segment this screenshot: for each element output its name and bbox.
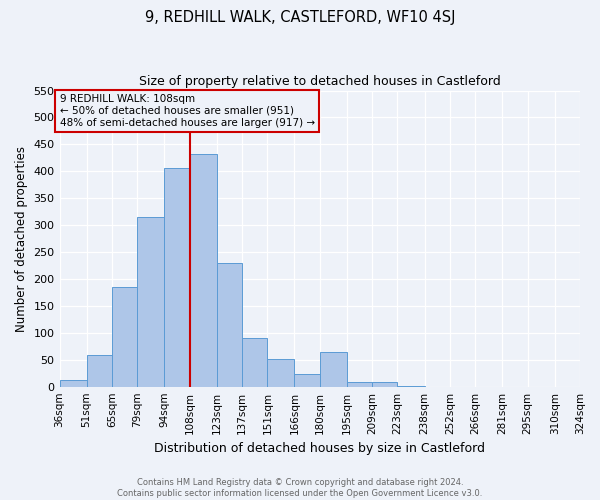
Bar bbox=[190, 154, 217, 386]
Bar bbox=[217, 263, 242, 386]
Bar bbox=[268, 358, 295, 386]
Text: Contains HM Land Registry data © Crown copyright and database right 2024.
Contai: Contains HM Land Registry data © Crown c… bbox=[118, 478, 482, 498]
Bar bbox=[372, 382, 397, 386]
Bar bbox=[86, 355, 112, 386]
Y-axis label: Number of detached properties: Number of detached properties bbox=[15, 146, 28, 332]
Bar bbox=[320, 352, 347, 386]
Text: 9 REDHILL WALK: 108sqm
← 50% of detached houses are smaller (951)
48% of semi-de: 9 REDHILL WALK: 108sqm ← 50% of detached… bbox=[59, 94, 314, 128]
Text: 9, REDHILL WALK, CASTLEFORD, WF10 4SJ: 9, REDHILL WALK, CASTLEFORD, WF10 4SJ bbox=[145, 10, 455, 25]
Bar bbox=[295, 374, 320, 386]
Bar bbox=[59, 380, 86, 386]
Bar bbox=[242, 338, 268, 386]
Bar bbox=[137, 217, 164, 386]
Bar bbox=[112, 286, 137, 386]
X-axis label: Distribution of detached houses by size in Castleford: Distribution of detached houses by size … bbox=[154, 442, 485, 455]
Bar bbox=[347, 382, 372, 386]
Bar bbox=[164, 168, 190, 386]
Title: Size of property relative to detached houses in Castleford: Size of property relative to detached ho… bbox=[139, 75, 500, 88]
